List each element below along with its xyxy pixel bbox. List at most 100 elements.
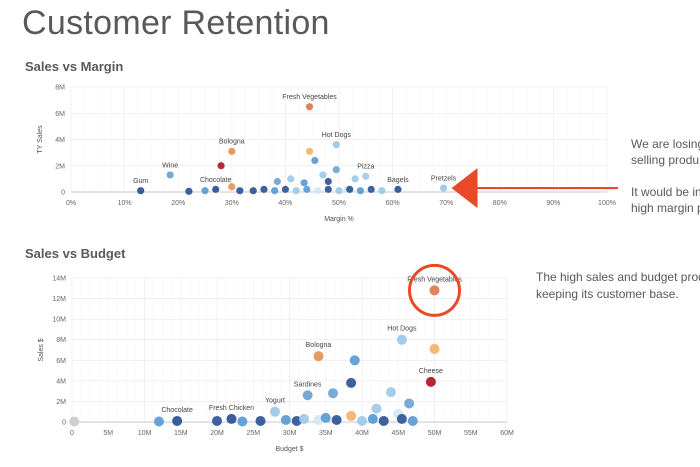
x-tick-label: 55M <box>464 430 478 437</box>
insight-note-line-1: We are losing <box>631 137 700 151</box>
data-point <box>237 416 248 427</box>
y-tick-label: 4M <box>56 378 66 385</box>
data-point <box>69 416 80 427</box>
x-tick-label: 20% <box>171 200 185 207</box>
data-point <box>305 103 314 111</box>
x-tick-label: 40% <box>278 200 292 207</box>
point-label: Cheese <box>419 368 443 375</box>
data-point <box>335 187 343 195</box>
data-point <box>357 415 367 426</box>
insight-note-line-3: It would be in <box>631 185 700 199</box>
data-point <box>292 187 300 195</box>
sales-vs-margin-title: Sales vs Margin <box>25 59 124 74</box>
point-label: Hot Dogs <box>322 132 352 139</box>
y-axis-label: Sales $ <box>38 338 45 361</box>
point-label: Fresh Chicken <box>209 405 254 412</box>
data-point <box>394 185 402 193</box>
sales-vs-margin-chart[interactable]: 0 2M 4M 6M 8M 0% 10% 20% 30% 40% 50% 60% 70% 80% 90% 10… <box>20 76 616 236</box>
data-point <box>324 185 332 193</box>
data-point <box>137 187 145 195</box>
x-axis-label: Margin % <box>324 216 354 223</box>
data-point <box>429 343 440 354</box>
data-point <box>300 179 308 187</box>
y-tick-label: 12M <box>52 296 66 303</box>
point-label: Hot Dogs <box>387 326 417 333</box>
data-point <box>172 415 183 426</box>
data-point <box>328 388 338 399</box>
y-tick-label: 6M <box>56 358 66 365</box>
data-point <box>356 187 365 195</box>
data-point <box>313 187 322 195</box>
data-point <box>367 185 375 193</box>
x-tick-label: 50M <box>428 430 442 437</box>
data-point <box>332 141 340 149</box>
x-tick-label: 20M <box>210 430 224 437</box>
data-point <box>287 175 295 183</box>
data-point <box>236 187 244 195</box>
x-axis-label: Budget $ <box>275 446 303 453</box>
y-tick-label: 0 <box>61 190 65 197</box>
data-point <box>346 185 354 193</box>
y-tick-label: 0 <box>62 420 66 427</box>
data-point <box>362 172 370 180</box>
point-label: Chocolate <box>200 177 232 184</box>
data-point <box>302 390 313 401</box>
data-point <box>404 398 415 409</box>
data-point <box>396 413 407 424</box>
data-point <box>429 285 440 296</box>
data-point <box>228 147 236 155</box>
x-tick-label: 5M <box>103 430 113 437</box>
point-label: Yogurt <box>265 398 285 405</box>
x-tick-label: 10M <box>138 430 152 437</box>
data-point <box>320 412 331 423</box>
data-point <box>407 415 418 426</box>
y-axis-label: TY Sales <box>37 125 44 154</box>
data-point <box>260 185 268 193</box>
data-point <box>281 185 289 193</box>
data-point <box>255 415 266 426</box>
x-tick-label: 45M <box>391 430 405 437</box>
data-point <box>271 187 279 195</box>
data-point <box>212 415 222 426</box>
data-point <box>166 171 174 179</box>
x-tick-label: 40M <box>355 430 369 437</box>
page-title: Customer Retention <box>22 4 330 42</box>
data-point <box>249 187 257 195</box>
point-label: Sardines <box>294 381 322 388</box>
point-label: Bologna <box>306 342 332 349</box>
point-label: Wine <box>162 162 178 169</box>
data-point <box>332 166 340 174</box>
data-point <box>226 413 237 424</box>
y-tick-label: 2M <box>55 163 65 170</box>
data-point <box>319 171 327 179</box>
y-tick-label: 6M <box>55 111 65 118</box>
data-point <box>378 415 389 426</box>
point-label: Bologna <box>219 139 245 146</box>
point-label: Gum <box>133 178 148 185</box>
data-point <box>425 376 436 387</box>
data-point <box>303 185 311 193</box>
data-point <box>299 413 309 424</box>
y-tick-label: 2M <box>56 399 66 406</box>
data-point <box>305 147 314 155</box>
data-point <box>212 185 220 193</box>
x-tick-label: 80% <box>493 200 507 207</box>
data-point <box>346 410 357 421</box>
y-tick-label: 8M <box>55 85 65 92</box>
x-tick-label: 30M <box>283 430 297 437</box>
y-tick-label: 8M <box>56 337 66 344</box>
x-tick-label: 15M <box>174 430 188 437</box>
data-point <box>351 175 359 183</box>
x-tick-label: 30% <box>225 200 239 207</box>
data-point <box>367 413 378 424</box>
insight-note-line-4: high margin p <box>631 201 700 215</box>
point-label: Fresh Vegetables <box>282 94 337 101</box>
x-tick-label: 90% <box>546 200 560 207</box>
y-tick-label: 10M <box>52 317 66 324</box>
x-tick-label: 50% <box>332 200 346 207</box>
data-point <box>185 187 193 195</box>
x-tick-label: 25M <box>246 430 260 437</box>
y-tick-label: 14M <box>52 276 66 283</box>
y-tick-label: 4M <box>55 137 65 144</box>
sales-vs-budget-chart[interactable]: 0 2M 4M 6M 8M 10M 12M 14M 0 5M 10M 15M 20M 25M 30M 35M 4… <box>20 265 520 465</box>
